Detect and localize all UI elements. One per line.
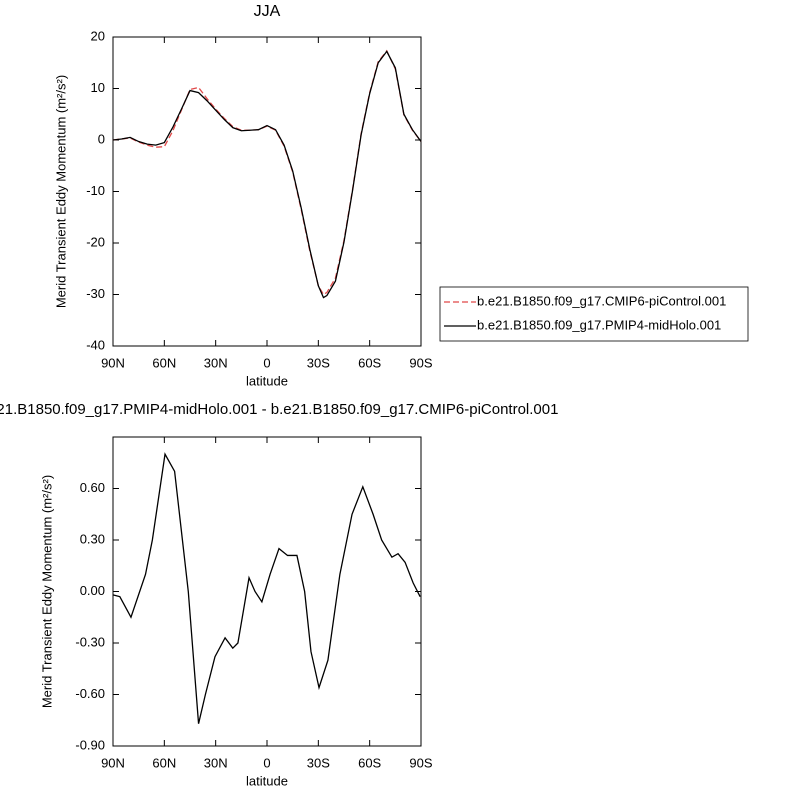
x-tick-label: 90S — [409, 355, 432, 370]
data-line — [112, 50, 422, 299]
x-tick-label: 0 — [263, 755, 270, 770]
y-tick-label: -40 — [86, 337, 105, 352]
x-tick-label: 30N — [204, 755, 228, 770]
x-axis-label: latitude — [246, 373, 288, 388]
plot-frame — [112, 36, 422, 347]
y-tick-label: 20 — [91, 28, 105, 43]
y-tick-label: 0.60 — [80, 480, 105, 495]
plot-frame — [112, 436, 422, 747]
legend-box — [439, 286, 749, 342]
x-tick-label: 60N — [152, 355, 176, 370]
y-tick-label: 0 — [98, 131, 105, 146]
y-tick-label: 0.00 — [80, 583, 105, 598]
legend-label: b.e21.B1850.f09_g17.CMIP6-piControl.001 — [477, 293, 726, 308]
x-tick-label: 90N — [101, 355, 125, 370]
y-tick-label: -30 — [86, 286, 105, 301]
y-tick-label: -0.60 — [75, 686, 105, 701]
chart-title: JJA — [254, 3, 281, 20]
x-tick-label: 60N — [152, 755, 176, 770]
x-tick-label: 60S — [358, 355, 381, 370]
y-tick-label: -20 — [86, 234, 105, 249]
x-tick-label: 30N — [204, 355, 228, 370]
y-axis-label: Merid Transient Eddy Momentum (m²/s²) — [39, 475, 54, 708]
y-tick-label: -0.90 — [75, 737, 105, 752]
data-line — [112, 452, 421, 724]
data-line — [112, 49, 422, 296]
y-tick-label: 10 — [91, 80, 105, 95]
y-tick-label: 0.30 — [80, 531, 105, 546]
x-tick-label: 30S — [307, 755, 330, 770]
x-axis-label: latitude — [246, 773, 288, 788]
x-tick-label: 60S — [358, 755, 381, 770]
x-tick-label: 90S — [409, 755, 432, 770]
x-tick-label: 0 — [263, 355, 270, 370]
y-axis-label: Merid Transient Eddy Momentum (m²/s²) — [53, 75, 68, 308]
x-tick-label: 90N — [101, 755, 125, 770]
y-tick-label: -0.30 — [75, 634, 105, 649]
x-tick-label: 30S — [307, 355, 330, 370]
y-tick-label: -10 — [86, 183, 105, 198]
legend-label: b.e21.B1850.f09_g17.PMIP4-midHolo.001 — [477, 317, 721, 332]
chart-title: b.e21.B1850.f09_g17.PMIP4-midHolo.001 - … — [0, 401, 558, 418]
